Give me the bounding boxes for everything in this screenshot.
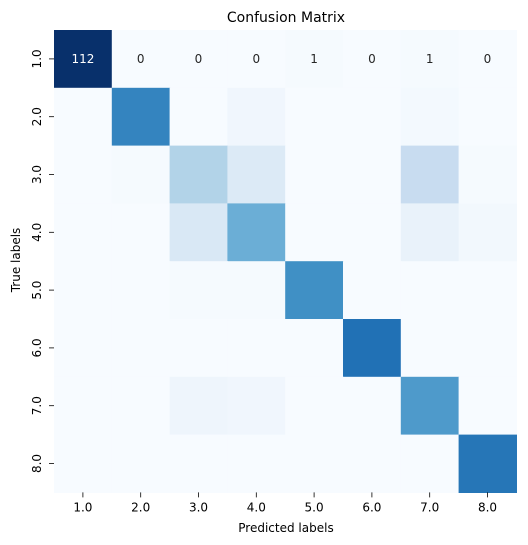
heatmap-cell-r2-c8 bbox=[458, 87, 517, 147]
chart-title: Confusion Matrix bbox=[227, 10, 345, 26]
heatmap-cell-r4-c4 bbox=[227, 203, 286, 262]
cell-value-r1-c4: 0 bbox=[252, 52, 260, 66]
heatmap-cell-r6-c2 bbox=[111, 319, 171, 378]
x-tick-label: 3.0 bbox=[189, 500, 208, 514]
x-tick-label: 4.0 bbox=[247, 500, 266, 514]
heatmap-cell-r5-c4 bbox=[227, 261, 286, 320]
heatmap-cell-r1-c5 bbox=[285, 30, 344, 89]
y-tick-label: 8.0 bbox=[30, 454, 44, 473]
heatmap-cell-r1-c3 bbox=[169, 30, 228, 89]
heatmap-cell-r8-c4 bbox=[227, 434, 286, 493]
heatmap-cell-r6-c5 bbox=[285, 319, 344, 378]
heatmap-cell-r1-c8 bbox=[458, 30, 517, 89]
heatmap-cell-r2-c3 bbox=[169, 87, 228, 147]
y-tick-label: 6.0 bbox=[30, 338, 44, 357]
heatmap-cell-r8-c2 bbox=[111, 434, 171, 493]
heatmap-cell-r3-c4 bbox=[227, 145, 286, 204]
x-tick-label: 8.0 bbox=[478, 500, 497, 514]
cell-value-r1-c7: 1 bbox=[426, 52, 434, 66]
heatmap-cell-r3-c8 bbox=[458, 145, 517, 204]
heatmap-cell-r3-c3 bbox=[169, 145, 228, 204]
cell-value-r1-c3: 0 bbox=[195, 52, 203, 66]
heatmap-cell-r6-c3 bbox=[169, 319, 228, 378]
heatmap-cell-r2-c1 bbox=[54, 87, 113, 147]
heatmap-cell-r7-c2 bbox=[111, 376, 171, 436]
heatmap-cell-r2-c6 bbox=[343, 87, 402, 147]
y-tick-label: 1.0 bbox=[30, 49, 44, 68]
heatmap-cell-r7-c4 bbox=[227, 376, 286, 436]
x-tick-label: 6.0 bbox=[362, 500, 381, 514]
heatmap-cell-r7-c6 bbox=[343, 376, 402, 436]
x-axis-label: Predicted labels bbox=[238, 521, 333, 535]
y-tick-label: 2.0 bbox=[30, 107, 44, 126]
heatmap-cell-r4-c6 bbox=[343, 203, 402, 262]
heatmap-cell-r8-c3 bbox=[169, 434, 228, 493]
heatmap-cell-r5-c6 bbox=[343, 261, 402, 320]
heatmap-cell-r1-c7 bbox=[400, 30, 460, 89]
heatmap-cell-r2-c2 bbox=[111, 87, 171, 147]
heatmap-cell-r8-c8 bbox=[458, 434, 517, 493]
heatmap-cell-r8-c1 bbox=[54, 434, 113, 493]
heatmap-cell-r4-c3 bbox=[169, 203, 228, 262]
heatmap-cell-r1-c1 bbox=[54, 30, 113, 89]
heatmap-cell-r6-c7 bbox=[400, 319, 460, 378]
y-axis-ticks: 1.0 2.0 3.0 4.0 5.0 6.0 7.0 8.0 bbox=[30, 49, 54, 473]
y-tick-label: 3.0 bbox=[30, 165, 44, 184]
heatmap-cell-r8-c5 bbox=[285, 434, 344, 493]
y-axis-label: True labels bbox=[9, 228, 23, 294]
cell-value-r1-c5: 1 bbox=[310, 52, 318, 66]
x-tick-label: 2.0 bbox=[131, 500, 150, 514]
heatmap-cell-r2-c5 bbox=[285, 87, 344, 147]
heatmap-cell-r1-c6 bbox=[343, 30, 402, 89]
x-tick-label: 1.0 bbox=[73, 500, 92, 514]
heatmap-cell-r5-c1 bbox=[54, 261, 113, 320]
cell-value-r1-c1: 112 bbox=[71, 52, 94, 66]
heatmap-cell-r7-c7 bbox=[400, 376, 460, 436]
heatmap-cell-r3-c6 bbox=[343, 145, 402, 204]
heatmap-cell-r7-c3 bbox=[169, 376, 228, 436]
x-axis-ticks: 1.0 2.0 3.0 4.0 5.0 6.0 7.0 8.0 bbox=[73, 492, 497, 514]
heatmap-cell-r5-c2 bbox=[111, 261, 171, 320]
heatmap-cell-r2-c7 bbox=[400, 87, 460, 147]
heatmap-cell-r3-c5 bbox=[285, 145, 344, 204]
heatmap-cell-r5-c8 bbox=[458, 261, 517, 320]
y-tick-label: 4.0 bbox=[30, 223, 44, 242]
heatmap-cell-r4-c5 bbox=[285, 203, 344, 262]
heatmap-cell-r3-c2 bbox=[111, 145, 171, 204]
heatmap-cell-r5-c3 bbox=[169, 261, 228, 320]
heatmap-cell-r4-c7 bbox=[400, 203, 460, 262]
heatmap-cell-r6-c6 bbox=[343, 319, 402, 378]
heatmap-cell-r6-c8 bbox=[458, 319, 517, 378]
heatmap-cell-r7-c1 bbox=[54, 376, 113, 436]
y-tick-label: 7.0 bbox=[30, 396, 44, 415]
heatmap-cell-r8-c7 bbox=[400, 434, 460, 493]
heatmap-cell-r4-c1 bbox=[54, 203, 113, 262]
x-tick-label: 5.0 bbox=[305, 500, 324, 514]
heatmap-cells bbox=[54, 30, 517, 493]
heatmap-cell-r7-c5 bbox=[285, 376, 344, 436]
heatmap-cell-r5-c7 bbox=[400, 261, 460, 320]
heatmap-cell-values: 112 0 0 0 1 0 1 0 bbox=[71, 52, 491, 66]
heatmap-cell-r3-c1 bbox=[54, 145, 113, 204]
cell-value-r1-c2: 0 bbox=[137, 52, 145, 66]
heatmap-cell-r3-c7 bbox=[400, 145, 460, 204]
heatmap-cell-r8-c6 bbox=[343, 434, 402, 493]
heatmap-cell-r4-c2 bbox=[111, 203, 171, 262]
cell-value-r1-c6: 0 bbox=[368, 52, 376, 66]
heatmap-cell-r1-c4 bbox=[227, 30, 286, 89]
x-tick-label: 7.0 bbox=[420, 500, 439, 514]
heatmap-cell-r1-c2 bbox=[111, 30, 171, 89]
heatmap-cell-r5-c5 bbox=[285, 261, 344, 320]
heatmap-cell-r6-c1 bbox=[54, 319, 113, 378]
heatmap-cell-r2-c4 bbox=[227, 87, 286, 147]
heatmap-cell-r7-c8 bbox=[458, 376, 517, 436]
cell-value-r1-c8: 0 bbox=[484, 52, 492, 66]
y-tick-label: 5.0 bbox=[30, 281, 44, 300]
heatmap-cell-r4-c8 bbox=[458, 203, 517, 262]
heatmap-cell-r6-c4 bbox=[227, 319, 286, 378]
